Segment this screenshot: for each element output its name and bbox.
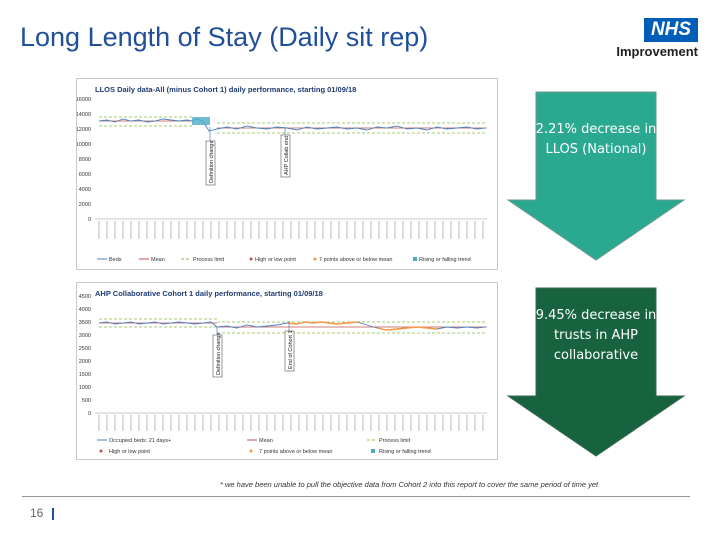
ytick: 500 (82, 398, 91, 404)
ytick: 8000 (79, 157, 91, 163)
page-number: 16 (30, 506, 44, 520)
annotation-end-of-cohort-1: End of Cohort 1 (288, 330, 294, 369)
legend-item: Mean (259, 438, 273, 444)
chart2-title: AHP Collaborative Cohort 1 daily perform… (95, 289, 323, 298)
legend-item: 7 points above or below mean (319, 257, 392, 263)
ytick: 2500 (79, 346, 91, 352)
ahp-cohort1-chart-svg: 4500 4000 3500 3000 2500 2000 1500 1000 … (79, 294, 487, 455)
annotation-definition-change: Definition change (209, 140, 215, 183)
ytick: 4000 (79, 307, 91, 313)
ytick: 1000 (79, 385, 91, 391)
footer-divider (22, 496, 690, 497)
legend-item: 7 points above or below mean (259, 449, 332, 455)
legend-item: Occupied beds: 21 days+ (109, 438, 171, 444)
ytick: 4500 (79, 294, 91, 300)
chart1-legend: Beds Mean Process limit High or low poin… (97, 257, 471, 263)
ytick: 1500 (79, 372, 91, 378)
ytick: 0 (88, 411, 91, 417)
national-llos-callout: 2.21% decrease in LLOS (National) (506, 90, 686, 262)
legend-item: High or low point (255, 257, 296, 263)
down-arrow-icon (506, 91, 686, 261)
ytick: 3500 (79, 320, 91, 326)
ytick: 10000 (77, 142, 91, 148)
llos-national-chart-svg: 16000 14000 12000 10000 8000 6000 4000 2… (77, 97, 487, 263)
annotation-definition-change: Definition change (216, 332, 222, 375)
ytick: 4000 (79, 187, 91, 193)
slide-title: Long Length of Stay (Daily sit rep) (20, 22, 429, 52)
ytick: 14000 (77, 112, 91, 118)
logo-subtitle: Improvement (616, 44, 698, 59)
x-axis-ticks (98, 221, 484, 239)
legend-item: Beds (109, 257, 122, 263)
ytick: 2000 (79, 359, 91, 365)
ytick: 16000 (77, 97, 91, 103)
legend-item: Mean (151, 257, 165, 263)
legend-item: Process limit (379, 438, 411, 444)
ytick: 6000 (79, 172, 91, 178)
down-arrow-icon (506, 287, 686, 457)
chart2-legend: Occupied beds: 21 days+ Mean Process lim… (97, 438, 431, 455)
ahp-collaborative-callout: 9.45% decrease in trusts in AHP collabor… (506, 286, 686, 458)
ytick: 3000 (79, 333, 91, 339)
ahp-collaborative-text: 9.45% decrease in trusts in AHP collabor… (535, 308, 657, 363)
legend-item: High or low point (109, 449, 150, 455)
annotation-ahp-collab-end: AHP Collab end (284, 136, 290, 175)
x-axis-ticks (98, 415, 484, 431)
ytick: 12000 (77, 127, 91, 133)
ytick: 0 (88, 217, 91, 223)
ahp-cohort1-chart: 4500 4000 3500 3000 2500 2000 1500 1000 … (76, 282, 498, 460)
chart1-title: LLOS Daily data-All (minus Cohort 1) dai… (95, 85, 357, 94)
llos-national-chart: 16000 14000 12000 10000 8000 6000 4000 2… (76, 78, 498, 270)
beds-series (98, 118, 486, 132)
legend-item: Process limit (193, 257, 225, 263)
national-llos-text: 2.21% decrease in LLOS (National) (535, 122, 657, 157)
ytick: 2000 (79, 202, 91, 208)
nhs-badge: NHS (644, 18, 698, 42)
legend-item: Rising or falling trend (379, 449, 431, 455)
footnote: * we have been unable to pull the object… (220, 480, 599, 489)
legend-item: Rising or falling trend (419, 257, 471, 263)
page-number-bar (52, 508, 54, 520)
